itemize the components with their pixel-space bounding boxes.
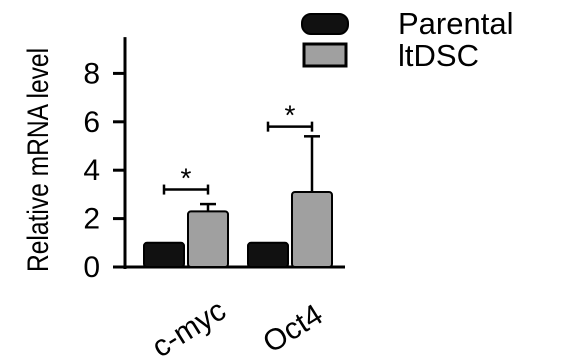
bars [143, 135, 333, 269]
y-tick-label: 4 [83, 154, 100, 187]
x-category-label: c-myc [146, 294, 231, 356]
y-axis-title: Relative mRNA level [21, 48, 55, 272]
significance-markers: ** [162, 100, 314, 195]
bar-ltDSC-Oct4 [291, 190, 333, 268]
legend-swatch-ltDSC [302, 42, 348, 68]
bar-Parental-Oct4 [247, 241, 289, 269]
legend-swatch-Parental [301, 13, 349, 35]
legend-label: ltDSC [398, 38, 479, 73]
y-tick-label: 2 [83, 203, 100, 236]
y-tick-label: 8 [83, 57, 100, 90]
x-category-label: Oct4 [257, 298, 328, 356]
bar-Parental-c-myc [143, 241, 185, 269]
y-tick-label: 0 [83, 251, 100, 284]
legend-label: Parental [398, 6, 513, 41]
significance-label: * [285, 100, 296, 131]
y-tick-label: 6 [83, 106, 100, 139]
bar-ltDSC-c-myc [187, 210, 229, 268]
significance-label: * [181, 163, 192, 194]
axis-labels: Relative mRNA level c-myc Oct4 [21, 48, 329, 356]
